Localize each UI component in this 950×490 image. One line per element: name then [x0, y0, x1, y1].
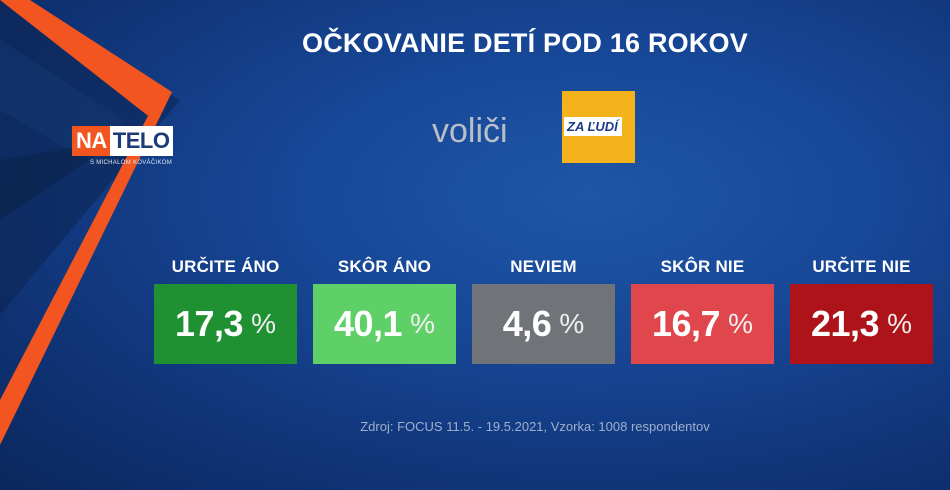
- percent-sign: %: [251, 308, 276, 339]
- category-label: SKÔR NIE: [660, 257, 745, 276]
- category-label: URČITE ÁNO: [171, 257, 280, 276]
- percent-sign: %: [887, 308, 912, 339]
- chart-title: OČKOVANIE DETÍ POD 16 ROKOV: [302, 28, 748, 58]
- percent-sign: %: [559, 308, 585, 339]
- logo-telo-text: TELO: [109, 126, 174, 156]
- value-label: 17,3: [175, 303, 244, 344]
- logo-na-text: NA: [72, 126, 110, 156]
- value-box: 21,3%: [790, 284, 933, 364]
- party-logo: ZA ĽUDÍ: [562, 91, 635, 163]
- value-label: 16,7: [652, 303, 721, 344]
- percent-sign: %: [410, 308, 435, 339]
- value-box: 4,6%: [472, 284, 615, 364]
- value-box: 16,7%: [631, 284, 774, 364]
- logo-subtitle: S MICHALOM KOVÁČIKOM: [90, 160, 173, 166]
- value-box: 40,1%: [313, 284, 456, 364]
- party-name: ZA ĽUDÍ: [564, 117, 622, 136]
- decorative-stripes: [0, 0, 180, 445]
- voters-label: voliči: [432, 112, 508, 150]
- category-label: URČITE NIE: [812, 257, 911, 276]
- value-box: 17,3%: [154, 284, 297, 364]
- category-label: NEVIEM: [510, 257, 577, 276]
- source-note: Zdroj: FOCUS 11.5. - 19.5.2021, Vzorka: …: [360, 419, 710, 434]
- value-label: 4,6: [502, 303, 552, 344]
- show-logo: NA TELO S MICHALOM KOVÁČIKOM: [72, 126, 174, 166]
- value-label: 21,3: [811, 303, 880, 344]
- category-label: SKÔR ÁNO: [337, 257, 432, 276]
- value-label: 40,1: [334, 303, 403, 344]
- percent-sign: %: [728, 308, 753, 339]
